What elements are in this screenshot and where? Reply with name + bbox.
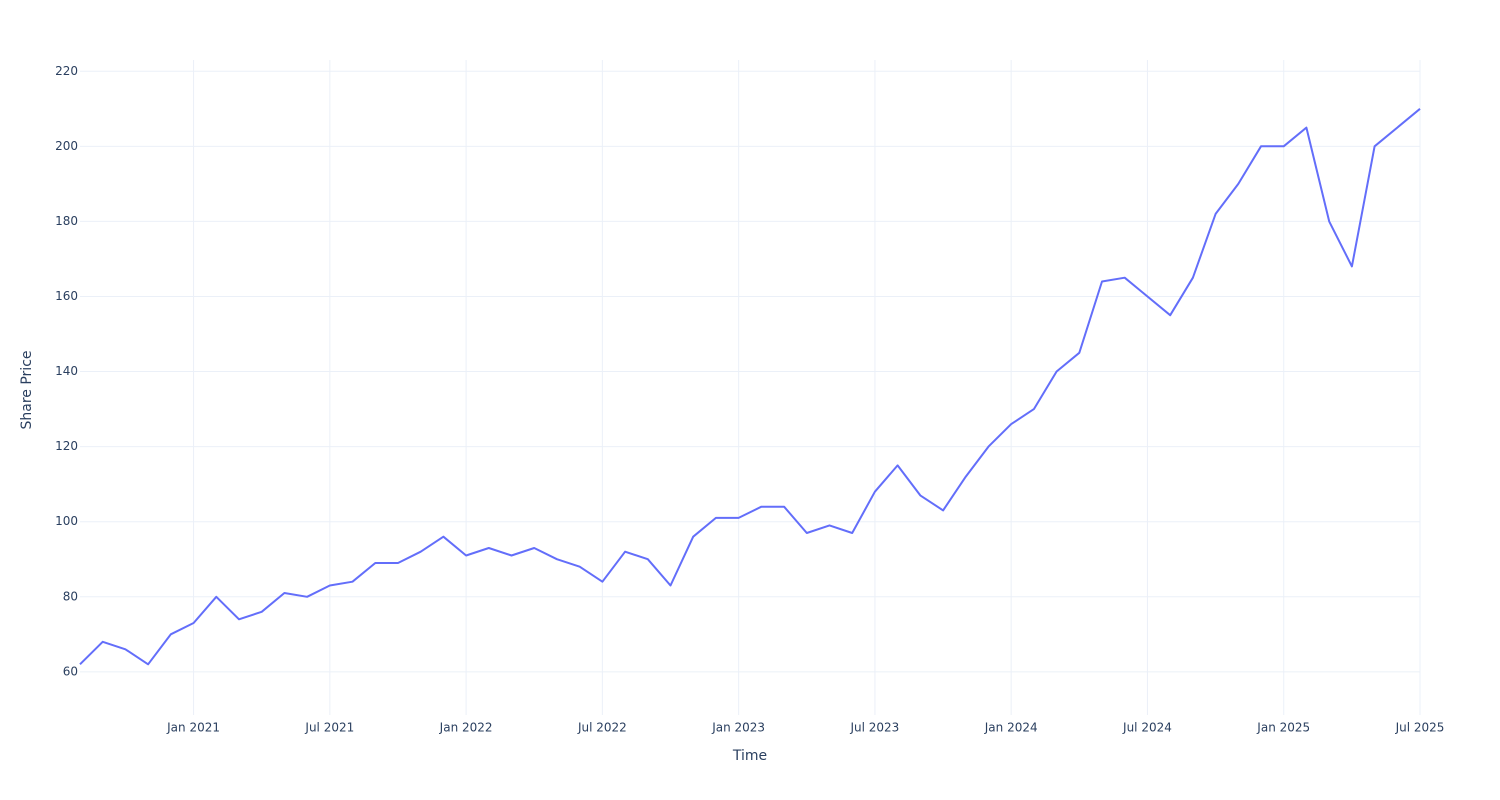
x-tick-label: Jan 2023 bbox=[711, 721, 765, 735]
price-line bbox=[79, 108, 1421, 666]
x-tick-label: Jan 2025 bbox=[1256, 721, 1310, 735]
x-tick-label: Jan 2021 bbox=[166, 721, 220, 735]
y-tick-label: 100 bbox=[55, 514, 78, 528]
y-tick-label: 160 bbox=[55, 289, 78, 303]
x-tick-label: Jul 2022 bbox=[577, 721, 627, 735]
x-tick-label: Jul 2024 bbox=[1122, 721, 1172, 735]
y-tick-label: 120 bbox=[55, 439, 78, 453]
y-tick-label: 80 bbox=[63, 589, 78, 603]
x-tick-label: Jan 2022 bbox=[439, 721, 493, 735]
x-tick-label: Jul 2025 bbox=[1395, 721, 1445, 735]
y-tick-label: 220 bbox=[55, 64, 78, 78]
x-axis-title: Time bbox=[732, 748, 767, 764]
x-tick-label: Jul 2021 bbox=[304, 721, 354, 735]
y-tick-label: 200 bbox=[55, 139, 78, 153]
x-tick-label: Jul 2023 bbox=[849, 721, 899, 735]
y-tick-label: 140 bbox=[55, 364, 78, 378]
y-tick-label: 60 bbox=[63, 664, 78, 678]
y-tick-label: 180 bbox=[55, 214, 78, 228]
y-axis-title: Share Price bbox=[19, 350, 35, 429]
x-tick-label: Jan 2024 bbox=[984, 721, 1038, 735]
